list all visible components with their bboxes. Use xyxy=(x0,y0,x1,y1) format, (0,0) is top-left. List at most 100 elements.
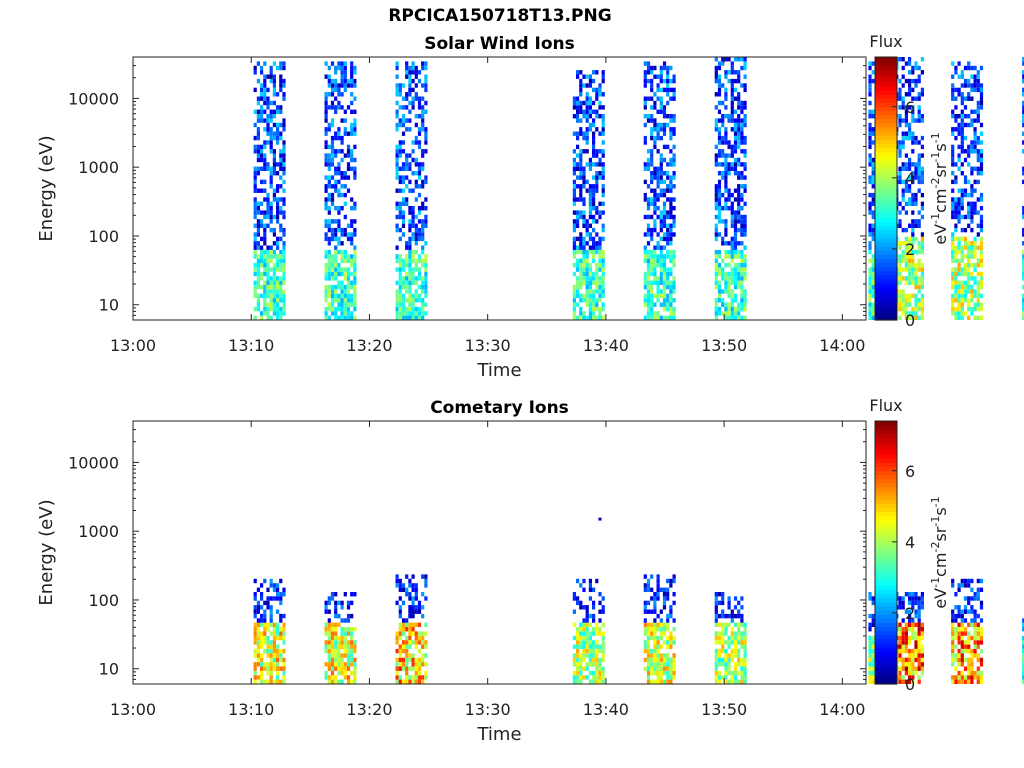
flux-cell xyxy=(733,96,738,101)
flux-cell xyxy=(576,600,580,606)
flux-cell xyxy=(576,144,580,150)
flux-cell xyxy=(327,635,331,641)
flux-cell xyxy=(733,219,738,224)
burst-2 xyxy=(324,61,357,320)
flux-cell xyxy=(871,61,875,66)
flux-cell xyxy=(653,92,657,97)
flux-cell xyxy=(398,140,402,145)
flux-cell xyxy=(421,315,425,320)
flux-cell xyxy=(337,249,341,255)
flux-cell xyxy=(595,670,599,676)
flux-cell xyxy=(960,92,964,97)
flux-cell xyxy=(724,219,728,224)
flux-cell xyxy=(920,263,924,268)
flux-cell xyxy=(327,74,331,79)
flux-cell xyxy=(324,267,328,272)
flux-cell xyxy=(337,302,341,307)
flux-cell xyxy=(951,87,955,93)
flux-cell xyxy=(582,241,586,246)
flux-cell xyxy=(337,162,341,167)
flux-cell xyxy=(721,100,725,106)
flux-cell xyxy=(398,578,402,584)
flux-cell xyxy=(324,276,328,281)
flux-cell xyxy=(266,302,270,307)
flux-cell xyxy=(743,293,747,299)
flux-cell xyxy=(911,267,915,272)
flux-cell xyxy=(253,635,257,641)
flux-cell xyxy=(279,131,283,136)
flux-cell xyxy=(346,600,351,606)
flux-cell xyxy=(871,127,875,132)
flux-cell xyxy=(276,648,280,654)
flux-cell xyxy=(672,662,676,667)
flux-cell xyxy=(672,574,676,579)
flux-cell xyxy=(868,61,872,66)
flux-cell xyxy=(405,258,409,263)
flux-cell xyxy=(960,127,964,132)
flux-cell xyxy=(421,657,425,663)
flux-cell xyxy=(656,131,660,136)
flux-cell xyxy=(408,302,412,307)
flux-cell xyxy=(276,670,280,676)
flux-cell xyxy=(666,675,670,680)
flux-cell xyxy=(970,74,974,79)
flux-cell xyxy=(740,679,744,684)
flux-cell xyxy=(592,236,596,242)
flux-cell xyxy=(327,596,331,601)
flux-cell xyxy=(957,74,961,79)
flux-cell xyxy=(717,670,722,676)
flux-cell xyxy=(717,65,722,71)
flux-cell xyxy=(733,280,738,285)
flux-cell xyxy=(976,171,980,176)
flux-cell xyxy=(954,96,958,101)
flux-cell xyxy=(653,219,657,224)
flux-cell xyxy=(421,662,425,667)
flux-cell xyxy=(266,258,270,263)
flux-cell xyxy=(411,100,415,106)
flux-cell xyxy=(646,670,651,676)
flux-cell xyxy=(337,188,341,193)
flux-cell xyxy=(653,188,657,193)
flux-cell xyxy=(405,70,409,75)
flux-cell xyxy=(282,648,286,654)
flux-cell xyxy=(595,249,599,255)
unit-base: cm xyxy=(931,189,950,213)
flux-cell xyxy=(253,109,257,114)
flux-cell xyxy=(659,227,663,233)
flux-cell xyxy=(585,114,589,119)
flux-cell xyxy=(263,302,267,307)
flux-cell xyxy=(979,157,984,163)
flux-cell xyxy=(592,662,596,667)
flux-cell xyxy=(334,258,338,263)
flux-cell xyxy=(957,197,961,202)
flux-cell xyxy=(414,280,418,285)
colorbar-title: Flux xyxy=(869,32,902,51)
flux-cell xyxy=(421,206,425,211)
flux-cell xyxy=(920,171,924,176)
flux-cell xyxy=(337,263,341,268)
flux-cell xyxy=(398,605,402,610)
flux-cell xyxy=(276,315,280,320)
flux-cell xyxy=(727,670,731,676)
flux-cell xyxy=(662,657,667,663)
flux-cell xyxy=(917,140,921,145)
flux-cell xyxy=(646,96,651,101)
flux-cell xyxy=(743,306,747,312)
flux-cell xyxy=(421,105,425,110)
flux-cell xyxy=(260,179,264,185)
flux-cell xyxy=(282,245,286,250)
flux-cell xyxy=(911,271,915,277)
flux-cell xyxy=(343,666,347,671)
flux-cell xyxy=(721,276,725,281)
flux-cell xyxy=(592,135,596,141)
flux-cell xyxy=(282,311,286,316)
flux-cell xyxy=(579,153,583,158)
flux-cell xyxy=(395,175,399,180)
flux-cell xyxy=(401,131,406,136)
flux-cell xyxy=(572,241,576,246)
flux-cell xyxy=(650,197,654,202)
flux-cell xyxy=(737,241,741,246)
flux-cell xyxy=(743,670,747,676)
flux-cell xyxy=(733,605,738,610)
flux-cell xyxy=(662,201,667,206)
